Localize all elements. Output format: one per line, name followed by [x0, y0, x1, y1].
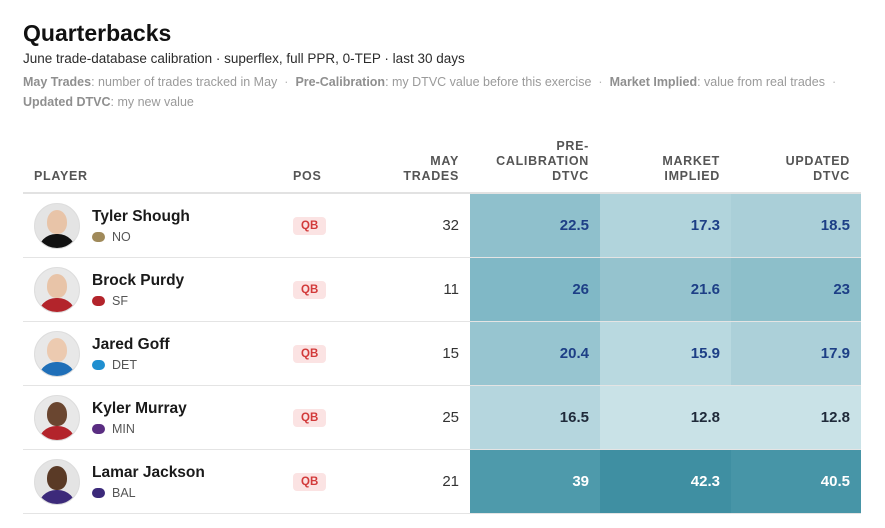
- team-abbreviation: MIN: [112, 421, 135, 436]
- column-header-pre-calibration[interactable]: PRE- CALIBRATION DTVC: [470, 123, 600, 194]
- table-header-row: PLAYER POS MAY TRADES PRE- CALIBRATION DTVC…: [23, 123, 861, 194]
- head-shape: [47, 209, 67, 234]
- page-subtitle: June trade-database calibration · superf…: [23, 51, 465, 66]
- legend-separator: ·: [284, 75, 289, 89]
- position-badge: QB: [293, 217, 327, 235]
- head-shape: [47, 337, 67, 362]
- position-badge: QB: [293, 345, 327, 363]
- pos-cell: QB: [282, 257, 367, 322]
- jersey-shape: [38, 489, 76, 504]
- column-header-market-implied[interactable]: MARKET IMPLIED: [600, 123, 731, 194]
- may-trades-cell: 21: [367, 449, 470, 514]
- column-header-player[interactable]: PLAYER: [23, 123, 282, 194]
- pre-calibration-dtvc-cell: 16.5: [470, 385, 600, 450]
- column-header-updated-dtvc[interactable]: UPDATED DTVC: [731, 123, 861, 194]
- position-badge: QB: [293, 409, 327, 427]
- pre-calibration-dtvc-cell: 22.5: [470, 193, 600, 258]
- jersey-shape: [38, 233, 76, 248]
- player-headshot-avatar: [34, 202, 80, 249]
- player-name[interactable]: Tyler Shough: [92, 207, 190, 225]
- legend-separator: ·: [598, 75, 603, 89]
- team-abbreviation: DET: [112, 357, 137, 372]
- legend-item: Market Implied: value from real trades: [609, 75, 825, 89]
- column-header-pos[interactable]: POS: [282, 123, 367, 194]
- updated-dtvc-cell: 40.5: [731, 449, 861, 514]
- market-implied-cell: 15.9: [600, 321, 731, 386]
- team-logo-icon: [92, 359, 105, 370]
- head-shape: [47, 401, 67, 426]
- jersey-shape: [38, 361, 76, 376]
- legend-separator: ·: [831, 75, 837, 89]
- legend-item: Updated DTVC: my new value: [23, 95, 194, 109]
- market-implied-cell: 42.3: [600, 449, 731, 514]
- may-trades-cell: 15: [367, 321, 470, 386]
- table-row[interactable]: Tyler Shough NO QB 32 22.5 17.3 18.5: [23, 193, 861, 258]
- updated-dtvc-cell: 18.5: [731, 193, 861, 258]
- quarterbacks-table: PLAYER POS MAY TRADES PRE- CALIBRATION DTVC…: [23, 123, 861, 514]
- pos-cell: QB: [282, 321, 367, 386]
- updated-dtvc-cell: 17.9: [731, 321, 861, 386]
- team-logo-icon: [92, 231, 105, 242]
- pre-calibration-dtvc-cell: 20.4: [470, 321, 600, 386]
- updated-dtvc-cell: 23: [731, 257, 861, 322]
- player-cell: Lamar Jackson BAL: [23, 449, 282, 514]
- team-logo-icon: [92, 487, 105, 498]
- market-implied-cell: 12.8: [600, 385, 731, 450]
- player-cell: Tyler Shough NO: [23, 193, 282, 258]
- may-trades-cell: 25: [367, 385, 470, 450]
- jersey-shape: [38, 297, 76, 312]
- table-row[interactable]: Lamar Jackson BAL QB 21 39 42.3 40.5: [23, 449, 861, 514]
- market-implied-cell: 21.6: [600, 257, 731, 322]
- player-name[interactable]: Jared Goff: [92, 335, 170, 353]
- team-abbreviation: NO: [112, 229, 131, 244]
- pre-calibration-dtvc-cell: 26: [470, 257, 600, 322]
- player-name[interactable]: Lamar Jackson: [92, 463, 205, 481]
- table-row[interactable]: Kyler Murray MIN QB 25 16.5 12.8 12.8: [23, 385, 861, 450]
- position-badge: QB: [293, 281, 327, 299]
- player-name[interactable]: Kyler Murray: [92, 399, 187, 417]
- team-abbreviation: BAL: [112, 485, 136, 500]
- player-cell: Brock Purdy SF: [23, 257, 282, 322]
- player-headshot-avatar: [34, 458, 80, 505]
- player-headshot-avatar: [34, 266, 80, 313]
- team-logo-icon: [92, 295, 105, 306]
- team-logo-icon: [92, 423, 105, 434]
- pos-cell: QB: [282, 449, 367, 514]
- head-shape: [47, 465, 67, 490]
- legend-item: Pre-Calibration: my DTVC value before th…: [295, 75, 592, 89]
- legend-item: May Trades: number of trades tracked in …: [23, 75, 278, 89]
- column-header-may-trades[interactable]: MAY TRADES: [367, 123, 470, 194]
- player-name[interactable]: Brock Purdy: [92, 271, 185, 289]
- head-shape: [47, 273, 67, 298]
- player-cell: Jared Goff DET: [23, 321, 282, 386]
- column-legend: May Trades: number of trades tracked in …: [23, 72, 868, 112]
- player-cell: Kyler Murray MIN: [23, 385, 282, 450]
- team-abbreviation: SF: [112, 293, 128, 308]
- table-row[interactable]: Brock Purdy SF QB 11 26 21.6 23: [23, 257, 861, 322]
- pos-cell: QB: [282, 193, 367, 258]
- page-title: Quarterbacks: [23, 20, 172, 46]
- pre-calibration-dtvc-cell: 39: [470, 449, 600, 514]
- jersey-shape: [38, 425, 76, 440]
- pos-cell: QB: [282, 385, 367, 450]
- may-trades-cell: 32: [367, 193, 470, 258]
- updated-dtvc-cell: 12.8: [731, 385, 861, 450]
- table-row[interactable]: Jared Goff DET QB 15 20.4 15.9 17.9: [23, 321, 861, 386]
- player-headshot-avatar: [34, 330, 80, 377]
- market-implied-cell: 17.3: [600, 193, 731, 258]
- position-badge: QB: [293, 473, 327, 491]
- player-headshot-avatar: [34, 394, 80, 441]
- may-trades-cell: 11: [367, 257, 470, 322]
